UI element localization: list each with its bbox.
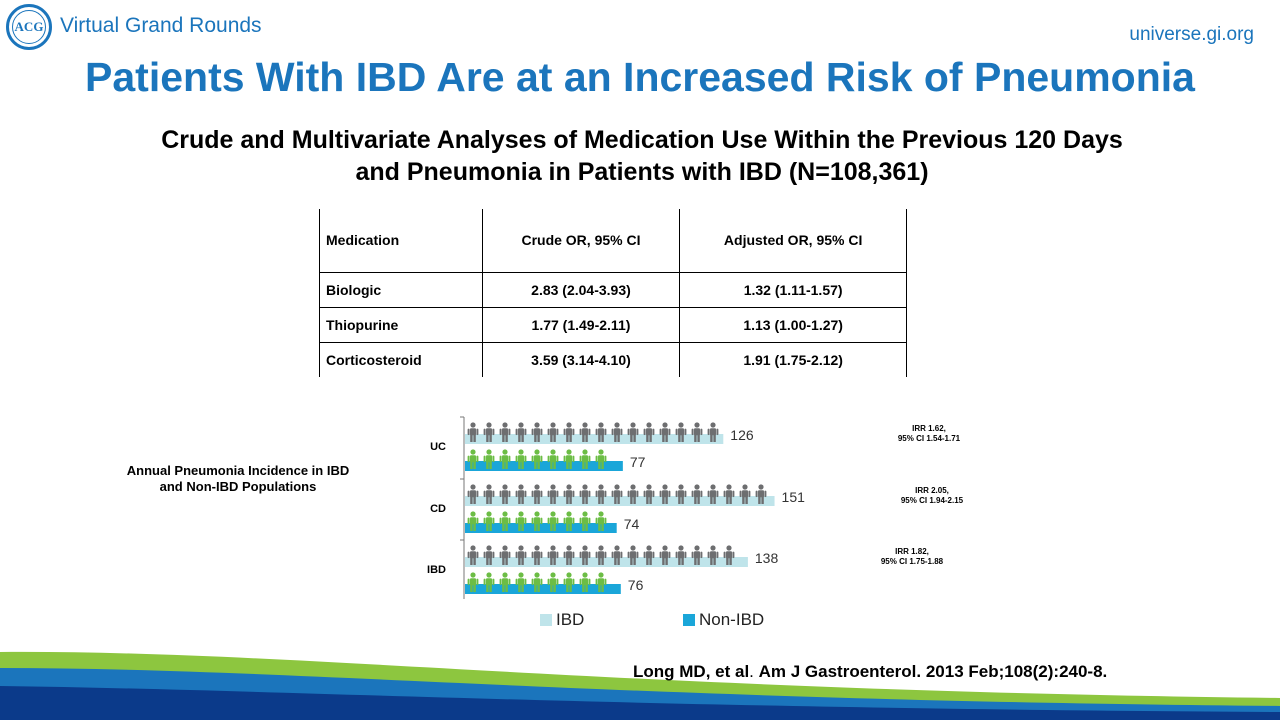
row-medication: Thiopurine — [319, 306, 483, 343]
table-title-line2: and Pneumonia in Patients with IBD (N=10… — [355, 158, 929, 186]
footer-wave-navy — [0, 686, 1280, 720]
col-header-adjusted-or: Adjusted OR, 95% CI — [679, 209, 907, 273]
legend-label-non-ibd: Non-IBD — [699, 610, 765, 629]
citation-separator: . — [749, 662, 759, 681]
irr-annotation-line2: 95% CI 1.94-2.15 — [901, 496, 964, 505]
row-crude-or: 2.83 (2.04-3.93) — [481, 271, 681, 308]
bar-cd-non-ibd — [465, 511, 617, 533]
acg-logo-text: ACG — [12, 10, 46, 44]
legend-swatch-ibd — [540, 614, 552, 626]
legend-label-ibd: IBD — [556, 610, 585, 629]
acg-logo: ACG — [6, 4, 52, 50]
bar-fill — [465, 523, 617, 533]
site-url[interactable]: universe.gi.org — [1129, 24, 1254, 45]
data-label: 151 — [782, 489, 806, 505]
category-label: IBD — [427, 564, 446, 576]
legend-item-ibd: IBD — [540, 610, 584, 630]
category-label: CD — [430, 503, 446, 515]
row-crude-or: 1.77 (1.49-2.11) — [481, 306, 681, 343]
table-row: Corticosteroid 3.59 (3.14-4.10) 1.91 (1.… — [319, 341, 907, 377]
data-label: 126 — [730, 427, 754, 443]
medication-table: Medication Crude OR, 95% CI Adjusted OR,… — [319, 209, 907, 377]
bar-fill — [465, 461, 623, 471]
chart-title-line1: Annual Pneumonia Incidence in IBD — [126, 463, 350, 478]
program-name: Virtual Grand Rounds — [60, 14, 262, 37]
irr-annotation-line1: IRR 2.05, — [915, 486, 949, 495]
chart-title: Annual Pneumonia Incidence in IBD and No… — [108, 463, 368, 495]
citation-source: Am J Gastroenterol. 2013 Feb;108(2):240-… — [758, 662, 1108, 681]
bar-fill — [465, 557, 748, 567]
category-label: UC — [430, 441, 446, 453]
table-header-row: Medication Crude OR, 95% CI Adjusted OR,… — [319, 209, 907, 273]
legend-item-non-ibd: Non-IBD — [683, 610, 764, 630]
bar-ibd-ibd — [465, 545, 748, 567]
row-medication: Corticosteroid — [319, 341, 483, 377]
irr-annotation-line1: IRR 1.82, — [895, 547, 929, 556]
irr-annotation-line2: 95% CI 1.54-1.71 — [898, 434, 961, 443]
citation-authors: Long MD, et al — [633, 662, 750, 681]
bar-uc-non-ibd — [465, 449, 623, 471]
irr-annotation-line1: IRR 1.62, — [912, 424, 946, 433]
table-row: Biologic 2.83 (2.04-3.93) 1.32 (1.11-1.5… — [319, 271, 907, 308]
data-label: 77 — [630, 454, 646, 470]
bar-fill — [465, 434, 724, 444]
data-label: 74 — [624, 516, 640, 532]
slide-title: Patients With IBD Are at an Increased Ri… — [85, 54, 1195, 100]
table-title: Crude and Multivariate Analyses of Medic… — [0, 124, 1280, 188]
bar-fill — [465, 584, 621, 594]
table-row: Thiopurine 1.77 (1.49-2.11) 1.13 (1.00-1… — [319, 306, 907, 343]
bar-ibd-non-ibd — [465, 572, 621, 594]
chart-title-line2: and Non-IBD Populations — [159, 479, 317, 494]
table-title-line1: Crude and Multivariate Analyses of Medic… — [161, 126, 1123, 154]
data-label: 138 — [755, 550, 779, 566]
row-crude-or: 3.59 (3.14-4.10) — [481, 341, 681, 377]
col-header-crude-or: Crude OR, 95% CI — [481, 209, 681, 273]
row-adjusted-or: 1.91 (1.75-2.12) — [679, 341, 907, 377]
legend-swatch-non-ibd — [683, 614, 695, 626]
bar-uc-ibd — [465, 422, 724, 444]
citation: Long MD, et al. Am J Gastroenterol. 2013… — [633, 662, 1107, 682]
data-label: 76 — [628, 577, 644, 593]
footer-waves — [0, 651, 1280, 720]
bar-cd-ibd — [465, 484, 775, 506]
irr-annotation-line2: 95% CI 1.75-1.88 — [881, 557, 944, 566]
row-adjusted-or: 1.13 (1.00-1.27) — [679, 306, 907, 343]
row-medication: Biologic — [319, 271, 483, 308]
